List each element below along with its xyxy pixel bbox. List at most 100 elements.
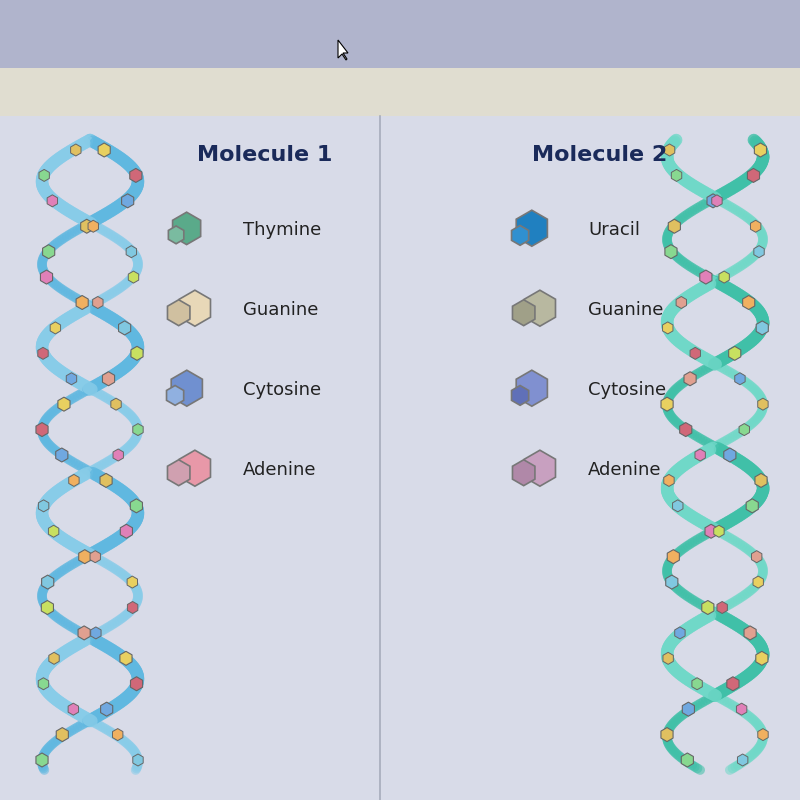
- Text: Guanine: Guanine: [588, 301, 663, 319]
- Polygon shape: [690, 347, 701, 359]
- Bar: [0, 116, 800, 800]
- Polygon shape: [665, 245, 677, 258]
- Polygon shape: [127, 602, 138, 614]
- Polygon shape: [750, 220, 761, 232]
- Polygon shape: [751, 550, 762, 562]
- Polygon shape: [684, 372, 696, 386]
- Polygon shape: [756, 321, 768, 335]
- Polygon shape: [742, 295, 754, 310]
- Polygon shape: [724, 448, 736, 462]
- Polygon shape: [516, 210, 547, 246]
- Polygon shape: [719, 271, 730, 283]
- Polygon shape: [130, 677, 142, 690]
- Polygon shape: [758, 398, 768, 410]
- Polygon shape: [69, 474, 79, 486]
- Polygon shape: [524, 450, 555, 486]
- Polygon shape: [42, 575, 54, 589]
- Polygon shape: [42, 245, 54, 258]
- Polygon shape: [513, 300, 535, 326]
- Text: Thymine: Thymine: [243, 221, 322, 239]
- Polygon shape: [166, 386, 184, 406]
- Polygon shape: [516, 370, 547, 406]
- Polygon shape: [102, 372, 114, 386]
- Polygon shape: [50, 322, 61, 334]
- Polygon shape: [753, 576, 763, 588]
- Polygon shape: [131, 346, 143, 360]
- Polygon shape: [738, 754, 748, 766]
- Polygon shape: [90, 627, 101, 639]
- Polygon shape: [90, 550, 101, 562]
- Polygon shape: [664, 474, 674, 486]
- Polygon shape: [42, 601, 54, 614]
- Polygon shape: [667, 550, 679, 564]
- Polygon shape: [734, 373, 745, 385]
- Polygon shape: [755, 474, 767, 487]
- Polygon shape: [88, 220, 98, 232]
- Polygon shape: [66, 373, 77, 385]
- Polygon shape: [513, 460, 535, 486]
- Polygon shape: [727, 677, 739, 690]
- Polygon shape: [671, 170, 682, 182]
- Text: Adenine: Adenine: [243, 461, 317, 479]
- Polygon shape: [712, 195, 722, 207]
- Polygon shape: [674, 627, 685, 639]
- Polygon shape: [122, 194, 134, 208]
- Polygon shape: [668, 219, 681, 234]
- Polygon shape: [130, 169, 142, 182]
- Polygon shape: [707, 194, 719, 208]
- Polygon shape: [758, 729, 768, 741]
- Polygon shape: [167, 300, 190, 326]
- Polygon shape: [41, 270, 53, 284]
- Polygon shape: [179, 290, 210, 326]
- Polygon shape: [38, 347, 48, 359]
- Polygon shape: [179, 450, 210, 486]
- Polygon shape: [130, 499, 142, 513]
- Text: Cytosine: Cytosine: [588, 381, 666, 399]
- Polygon shape: [661, 727, 673, 742]
- Polygon shape: [56, 448, 68, 462]
- Text: Molecule 1: Molecule 1: [198, 145, 333, 165]
- Polygon shape: [754, 143, 766, 157]
- Polygon shape: [171, 370, 202, 406]
- Polygon shape: [717, 602, 727, 614]
- Polygon shape: [100, 474, 112, 487]
- Polygon shape: [93, 297, 103, 309]
- Polygon shape: [113, 449, 123, 461]
- Polygon shape: [81, 219, 93, 234]
- Polygon shape: [113, 729, 123, 741]
- Polygon shape: [58, 397, 70, 411]
- Polygon shape: [664, 144, 674, 156]
- Polygon shape: [118, 321, 130, 335]
- Polygon shape: [682, 702, 694, 716]
- Polygon shape: [754, 246, 764, 258]
- Polygon shape: [524, 290, 555, 326]
- Polygon shape: [101, 702, 113, 716]
- Polygon shape: [705, 524, 717, 538]
- Polygon shape: [756, 651, 768, 666]
- Polygon shape: [111, 398, 122, 410]
- Polygon shape: [168, 226, 184, 244]
- Text: Adenine: Adenine: [588, 461, 662, 479]
- Polygon shape: [38, 500, 49, 512]
- Polygon shape: [673, 500, 683, 512]
- Polygon shape: [133, 754, 143, 766]
- Polygon shape: [167, 460, 190, 486]
- Polygon shape: [338, 40, 348, 60]
- Polygon shape: [737, 703, 747, 715]
- Text: Cytosine: Cytosine: [243, 381, 321, 399]
- Polygon shape: [78, 626, 90, 640]
- Polygon shape: [682, 753, 694, 767]
- Polygon shape: [70, 144, 81, 156]
- Polygon shape: [47, 195, 58, 207]
- Text: Guanine: Guanine: [243, 301, 318, 319]
- Text: Uracil: Uracil: [588, 221, 640, 239]
- Polygon shape: [714, 526, 724, 538]
- Polygon shape: [76, 295, 88, 310]
- Polygon shape: [747, 169, 759, 182]
- Polygon shape: [695, 449, 706, 461]
- Polygon shape: [38, 678, 49, 690]
- Polygon shape: [663, 652, 674, 664]
- Polygon shape: [68, 703, 78, 715]
- Polygon shape: [36, 422, 48, 437]
- Polygon shape: [729, 346, 741, 360]
